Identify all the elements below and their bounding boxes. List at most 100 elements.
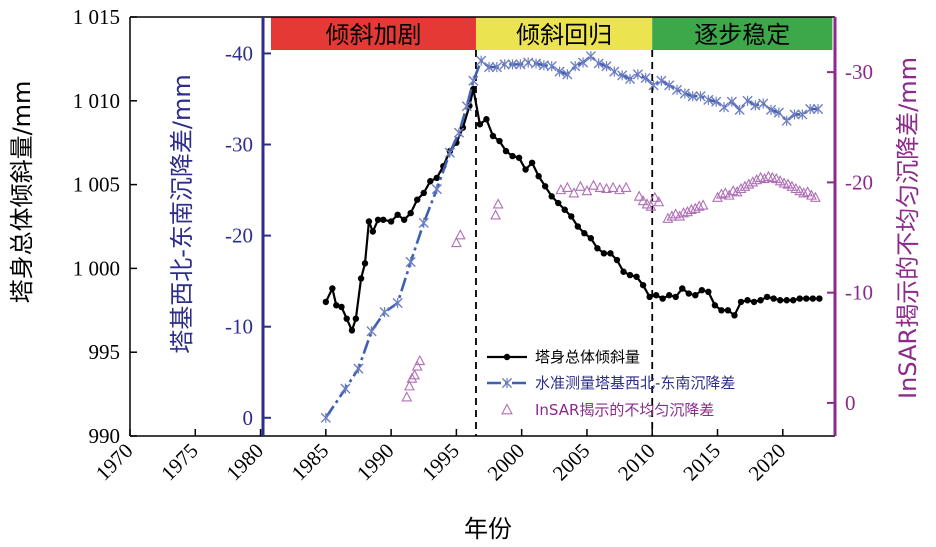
y-tick-label-tilt: 1 015: [73, 5, 120, 29]
data-series: [320, 51, 824, 423]
insar-point: [666, 210, 678, 221]
settlement-point: [515, 59, 526, 70]
settlement-point: [679, 88, 690, 99]
x-tick-label: 1990: [352, 439, 399, 486]
phase-bands: 倾斜加剧 倾斜回归 逐步稳定: [271, 17, 833, 50]
x-tick-label: 1980: [221, 439, 268, 486]
phase-label-3: 逐步稳定: [694, 21, 790, 49]
settlement-point: [656, 75, 667, 86]
tilt-point: [568, 213, 575, 220]
tilt-point: [489, 132, 497, 140]
y-tick-label-settlement: -30: [225, 133, 253, 157]
tilt-point: [374, 216, 382, 223]
insar-point: [727, 185, 739, 196]
y-axis-label-insar: InSAR揭示的不均匀沉降差/mm: [894, 57, 922, 399]
insar-point: [568, 187, 580, 198]
tilt-point: [414, 196, 421, 203]
settlement-point: [773, 107, 784, 118]
tilt-point: [322, 298, 330, 306]
tilt-point: [329, 285, 336, 292]
insar-point: [601, 182, 612, 194]
settlement-point: [379, 307, 390, 318]
settlement-point: [320, 412, 331, 423]
settlement-point: [687, 91, 698, 102]
legend-label-tilt: 塔身总体倾斜量: [535, 348, 640, 366]
tilt-point: [535, 173, 542, 180]
insar-point: [637, 194, 649, 206]
tilt-point: [522, 166, 529, 173]
tilt-point: [476, 121, 484, 128]
insar-point: [689, 202, 701, 213]
insar-point: [454, 229, 466, 240]
insar-point: [555, 183, 567, 195]
tilt-point: [679, 285, 686, 292]
tilt-point: [803, 295, 810, 302]
phase-band-3: [652, 17, 833, 50]
legend-entry-settlement: 水准测量塔基西北-东南沉降差: [487, 374, 735, 392]
y-tick-label-settlement: 0: [243, 406, 254, 430]
insar-point: [682, 205, 693, 217]
settlement-point: [726, 96, 737, 107]
insar-point: [649, 191, 661, 202]
insar-point: [411, 360, 423, 371]
tilt-point: [607, 250, 614, 257]
y-tick-label-settlement: -20: [225, 224, 253, 248]
tilt-line: [324, 88, 820, 334]
y-tick-label-settlement: -40: [225, 41, 253, 65]
insar-point: [662, 212, 674, 223]
tilt-point: [646, 293, 653, 301]
insar-point: [802, 186, 813, 197]
legend-marker-tilt: [503, 353, 511, 361]
y-tick-label-insar: -10: [845, 281, 873, 305]
tilt-point: [357, 275, 365, 282]
legend-marker-settlement: [501, 377, 513, 389]
tilt-point: [387, 218, 395, 225]
tilt-point: [380, 216, 387, 223]
settlement-point: [805, 103, 816, 115]
x-tick-label: 2015: [678, 439, 725, 486]
y-tick-label-tilt: 1 000: [73, 256, 120, 280]
insar-point: [401, 391, 413, 402]
tilt-point: [433, 174, 441, 182]
settlement-point: [530, 58, 542, 69]
phase-label-2: 倾斜回归: [516, 21, 612, 49]
settlement-point: [468, 75, 479, 86]
settlement-point: [789, 109, 800, 120]
settlement-point: [797, 109, 808, 120]
insar-point: [633, 190, 645, 201]
y-tick-label-tilt: 1 005: [73, 173, 120, 197]
tilt-point: [407, 209, 414, 217]
tilt-point: [731, 312, 738, 319]
insar-point: [712, 191, 723, 202]
insar-point: [731, 186, 743, 197]
insar-point: [409, 369, 421, 380]
settlement-point: [632, 69, 643, 80]
settlement-point: [491, 62, 502, 73]
tilt-point: [561, 206, 568, 213]
settlement-point: [554, 66, 565, 77]
tilt-point: [757, 297, 764, 304]
insar-point: [693, 200, 705, 211]
tilt-point: [594, 245, 601, 252]
insar-point: [450, 236, 462, 248]
y-tick-label-tilt: 1 010: [73, 89, 120, 113]
insar-point: [645, 200, 657, 211]
tilt-point: [724, 307, 732, 314]
x-axis-label: 年份: [464, 515, 512, 543]
settlement-point: [461, 101, 472, 112]
insar-point: [716, 188, 727, 199]
insar-point: [490, 209, 501, 220]
tilt-point: [659, 295, 666, 302]
tilt-point: [365, 218, 373, 225]
tilt-point: [809, 295, 817, 302]
tilt-point: [502, 147, 510, 155]
insar-point: [743, 178, 755, 189]
insar-point: [759, 172, 770, 184]
tilt-point: [626, 271, 634, 279]
insar-point: [607, 181, 619, 192]
legend-entry-insar: InSAR揭示的不均匀沉降差: [501, 401, 714, 419]
insar-point: [747, 176, 759, 187]
phase-divider-lines: [475, 50, 654, 436]
settlement-point: [718, 102, 730, 113]
